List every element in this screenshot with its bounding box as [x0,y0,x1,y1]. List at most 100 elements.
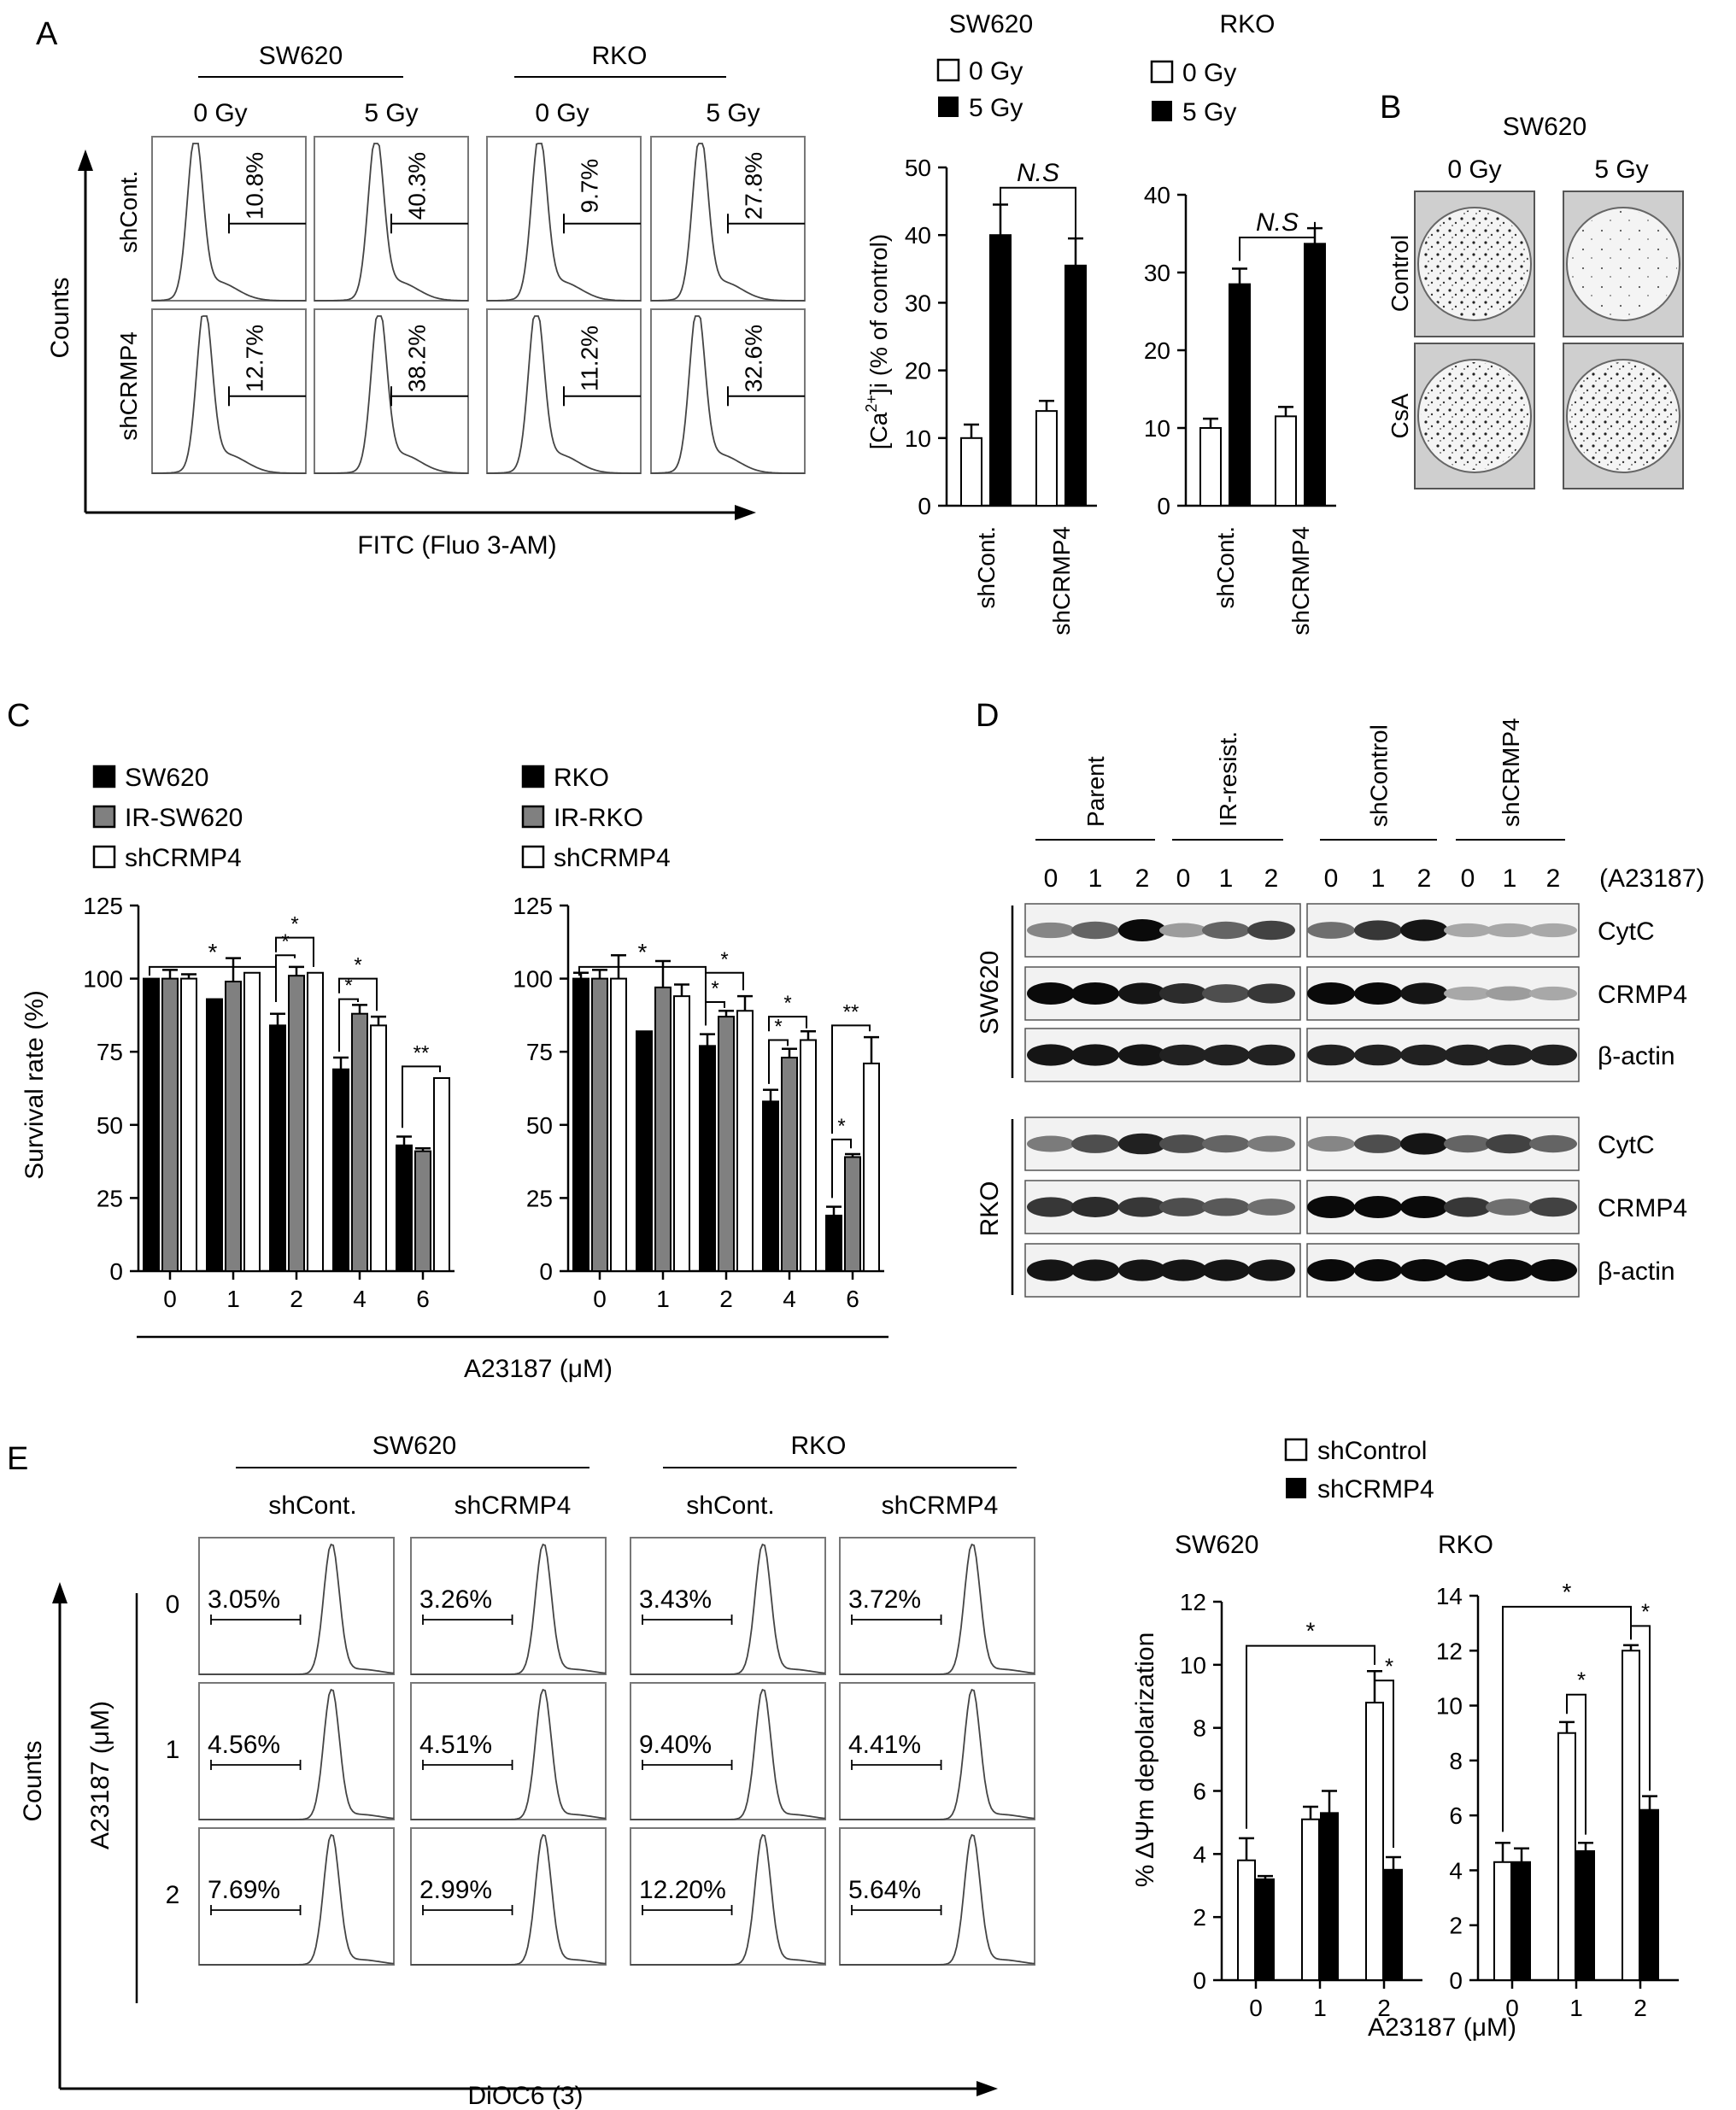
blot-band [1118,1133,1166,1155]
flow-percentage-label: 12.20% [639,1876,726,1904]
flow-histogram-curve [840,1833,1035,1966]
x-tick-label: 0 [593,1286,607,1312]
bar [1576,1849,1595,1981]
significance-bracket [275,936,314,967]
significance-bracket [578,965,707,1026]
panel-a-legend-open-1: 0 Gy [969,57,1023,85]
bar [1229,283,1251,507]
blot-protein-label: β-actin [1598,1042,1675,1070]
blot-band [1118,919,1166,941]
significance-bracket [338,998,359,1052]
blot-group-label: shCRMP4 [1498,718,1524,827]
flow-percentage-label: 3.05% [208,1585,280,1614]
flow-histogram-curve [199,1833,395,1966]
bar [610,977,627,1272]
y-tick-label: 0 [1157,493,1170,519]
flow-histogram-curve [630,1688,826,1820]
blot-band [1529,1044,1577,1066]
blot-band [1307,982,1355,1005]
blot-band [1400,1133,1448,1155]
panel-a-y-arrowhead [78,149,93,171]
panel-b-row-csa: CsA [1387,393,1413,438]
panel-e-cellline-rko: RKO [790,1432,846,1460]
flow-histogram-curve [487,143,641,302]
bar [1493,1861,1512,1981]
panel-e-cellline-sw620: SW620 [372,1432,456,1460]
blot-band [1529,986,1577,1001]
flow-percentage-label: 3.43% [639,1585,712,1614]
significance-bracket [831,1138,852,1199]
bar [1512,1861,1531,1981]
y-tick-label: 100 [513,966,553,993]
significance-bracket [1502,1605,1632,1832]
blot-band [1202,1044,1250,1066]
significance-label: * [837,1115,845,1138]
panel-a-legend-open-swatch-2 [1150,60,1174,84]
blot-group-label: IR-resist. [1215,731,1241,827]
bar [636,1030,653,1273]
flow-concentration-label: 0 [166,1591,180,1619]
y-tick-label: 30 [1144,260,1170,286]
y-tick-label: 10 [905,425,931,452]
blot-band [1247,1199,1295,1216]
blot-lane-label: 2 [1546,865,1561,893]
panel-a-legend-open-swatch-1 [936,58,960,82]
chart-a-rko: 0 10 20 30 40 shCont. shCRMP4 N.S [1144,182,1336,636]
blot-band [1159,1198,1207,1216]
legend-swatch [92,765,116,788]
panel-e-xlabel-dioc6: DiOC6 (3) [467,2082,583,2110]
x-tick-label: 1 [226,1286,240,1312]
x-tick-label: 4 [783,1286,796,1312]
blot-protein-label: CRMP4 [1598,1194,1687,1222]
flow-histogram-curve [411,1833,607,1966]
panel-a-fitc-label: FITC (Fluo 3-AM) [357,531,556,560]
blot-band [1307,1044,1355,1066]
bar [844,1156,861,1272]
significance-bracket [1239,221,1316,261]
y-tick-label: 12 [1436,1638,1463,1664]
panel-e-col-4: shCRMP4 [882,1492,999,1520]
legend-swatch [92,845,116,869]
blot-band [1444,1134,1492,1153]
panel-a-x-arrowhead [735,505,756,520]
panel-e-legend-open: shControl [1317,1437,1427,1465]
bar [396,1144,413,1272]
bar [1640,1808,1659,1982]
blot-band [1027,922,1075,939]
x-category-label: shCRMP4 [1048,526,1075,636]
significance-label: * [281,930,289,953]
significance-bracket [831,1024,871,1134]
significance-label: * [1577,1667,1586,1693]
significance-label: * [208,939,218,965]
blot-band [1202,1198,1250,1216]
flow-histogram-curve [411,1543,607,1675]
significance-bracket [275,954,296,1002]
panel-e-legend-filled: shCRMP4 [1317,1475,1434,1503]
blot-band [1400,919,1448,941]
panel-a-legend-filled-2: 5 Gy [1182,98,1236,126]
x-tick-label: 1 [656,1286,670,1312]
significance-bracket [1000,186,1076,238]
flow-histogram-curve [486,315,641,474]
blot-band [1444,986,1492,1001]
blot-band [1202,1259,1250,1281]
y-tick-label: 100 [83,966,123,993]
flow-percentage-label: 40.3% [404,152,431,220]
flow-histogram-curve [199,1543,395,1675]
bar [288,975,305,1273]
bar [269,1024,286,1273]
panel-e-col-2: shCRMP4 [455,1492,572,1520]
bar [370,1024,387,1273]
significance-label: * [290,913,298,936]
flow-histogram-curve [152,315,306,474]
panel-e-col-1: shCont. [268,1492,356,1520]
significance-label: * [1385,1653,1393,1679]
blot-cellline-label: SW620 [976,951,1004,1034]
flow-percentage-label: 12.7% [242,325,268,392]
blot-band [1529,1134,1577,1153]
panel-a: A SW620 RKO 0 Gy 5 Gy 0 Gy 5 Gy Counts F… [36,10,1336,636]
blot-band [1071,982,1119,1005]
